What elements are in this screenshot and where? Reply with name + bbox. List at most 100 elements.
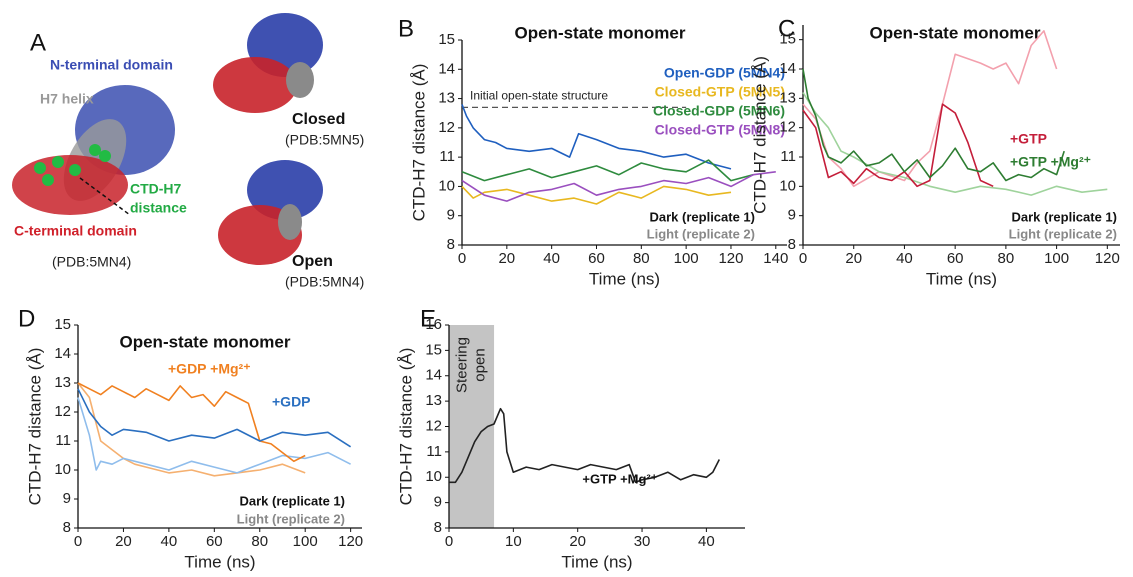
y-tick-label: 10 [779, 177, 796, 194]
y-tick-label: 10 [438, 177, 455, 194]
y-tick-label: 9 [788, 207, 796, 224]
y-tick-label: 11 [439, 148, 455, 165]
x-axis-label: Time (ns) [184, 552, 255, 571]
y-tick-label: 12 [779, 119, 796, 136]
x-tick-label: 60 [206, 533, 223, 550]
y-tick-label: 10 [54, 461, 71, 478]
annotation: Light (replicate 2) [1009, 226, 1117, 241]
x-tick-label: 10 [505, 533, 522, 550]
y-tick-label: 8 [434, 519, 442, 536]
y-tick-label: 15 [779, 31, 796, 48]
y-tick-label: 13 [54, 374, 71, 391]
panel-label: B [398, 15, 414, 42]
x-tick-label: 40 [543, 250, 560, 267]
x-tick-label: 80 [633, 250, 650, 267]
annotation: Light (replicate 2) [237, 511, 345, 526]
chart-title: Open-state monomer [515, 23, 686, 42]
y-tick-label: 15 [425, 341, 442, 358]
y-tick-label: 13 [438, 90, 455, 107]
reference-label: Initial open-state structure [470, 89, 608, 103]
x-tick-label: 60 [588, 250, 605, 267]
y-tick-label: 15 [438, 31, 455, 48]
y-tick-label: 11 [55, 432, 71, 449]
panel-a-text: N-terminal domain [50, 57, 173, 73]
shade-label: Steering [453, 337, 470, 393]
x-axis-label: Time (ns) [561, 552, 632, 571]
annotation: Dark (replicate 1) [240, 493, 346, 508]
annotation: Dark (replicate 1) [650, 209, 756, 224]
x-tick-label: 20 [115, 533, 132, 550]
x-tick-label: 40 [161, 533, 178, 550]
y-tick-label: 13 [425, 392, 442, 409]
panel-a-text: CTD-H7 [130, 181, 182, 197]
y-tick-label: 11 [426, 443, 442, 460]
x-tick-label: 0 [799, 250, 807, 267]
y-tick-label: 14 [54, 345, 71, 362]
legend-entry: +GDP +Mg²⁺ [168, 361, 251, 377]
x-tick-label: 120 [718, 250, 743, 267]
series-line [803, 104, 993, 186]
y-tick-label: 9 [63, 490, 71, 507]
y-tick-label: 12 [438, 119, 455, 136]
shade-label: open [471, 348, 488, 381]
x-tick-label: 60 [947, 250, 964, 267]
x-tick-label: 100 [1044, 250, 1069, 267]
x-tick-label: 0 [445, 533, 453, 550]
panel-label: A [30, 29, 46, 56]
y-tick-label: 13 [779, 89, 796, 106]
y-tick-label: 14 [425, 367, 442, 384]
y-tick-label: 9 [434, 494, 442, 511]
annotation: Light (replicate 2) [647, 226, 755, 241]
y-tick-label: 12 [54, 403, 71, 420]
x-tick-label: 140 [763, 250, 788, 267]
legend-entry: +GTP +Mg²⁺ [1010, 154, 1091, 170]
panel-a-text: C-terminal domain [14, 223, 137, 239]
panel-a-text: H7 helix [40, 91, 94, 107]
panel-a-text: (PDB:5MN4) [285, 274, 364, 290]
y-tick-label: 12 [425, 417, 442, 434]
y-axis-label: CTD-H7 distance (Å) [750, 56, 769, 214]
x-tick-label: 30 [634, 533, 651, 550]
panel-a-text: Closed [292, 111, 345, 128]
x-tick-label: 100 [293, 533, 318, 550]
x-tick-label: 40 [698, 533, 715, 550]
x-axis-label: Time (ns) [589, 269, 660, 288]
y-tick-label: 8 [788, 236, 796, 253]
y-tick-label: 10 [425, 468, 442, 485]
y-axis-label: CTD-H7 distance (Å) [396, 348, 415, 506]
panel-a-text: distance [130, 200, 187, 216]
y-tick-label: 15 [54, 316, 71, 333]
annotation: Dark (replicate 1) [1012, 209, 1118, 224]
y-tick-label: 8 [447, 236, 455, 253]
x-tick-label: 100 [674, 250, 699, 267]
series-line [462, 172, 776, 201]
panel-a-text: (PDB:5MN4) [52, 254, 131, 270]
x-tick-label: 20 [569, 533, 586, 550]
chart: D Open-state monomer 8 9 10 11 12 13 14 15 0 20 40 60… [18, 305, 363, 571]
y-tick-label: 14 [438, 60, 455, 77]
x-tick-label: 40 [896, 250, 913, 267]
legend-entry: +GTP [1010, 131, 1047, 147]
panel-a-text: (PDB:5MN5) [285, 132, 364, 148]
x-axis-label: Time (ns) [926, 269, 997, 288]
annotation: +GTP +Mg²⁺ [582, 471, 657, 486]
x-tick-label: 0 [458, 250, 466, 267]
y-tick-label: 14 [779, 60, 796, 77]
chart: ESteeringopen8910111213141516010203040Ti… [396, 305, 745, 571]
x-tick-label: 20 [845, 250, 862, 267]
x-tick-label: 120 [1095, 250, 1120, 267]
chart-title: Open-state monomer [120, 332, 291, 351]
y-axis-label: CTD-H7 distance (Å) [25, 348, 44, 506]
panel-a-text: Open [292, 253, 333, 270]
y-tick-label: 11 [780, 148, 796, 165]
y-tick-label: 16 [425, 316, 442, 333]
legend-entry: +GDP [272, 394, 311, 410]
x-tick-label: 20 [498, 250, 515, 267]
y-tick-label: 8 [63, 519, 71, 536]
figure: AN-terminal domain H7 helix CTD-H7 distance… [0, 0, 1133, 572]
panel-label: D [18, 305, 35, 332]
x-tick-label: 80 [251, 533, 268, 550]
x-tick-label: 0 [74, 533, 82, 550]
